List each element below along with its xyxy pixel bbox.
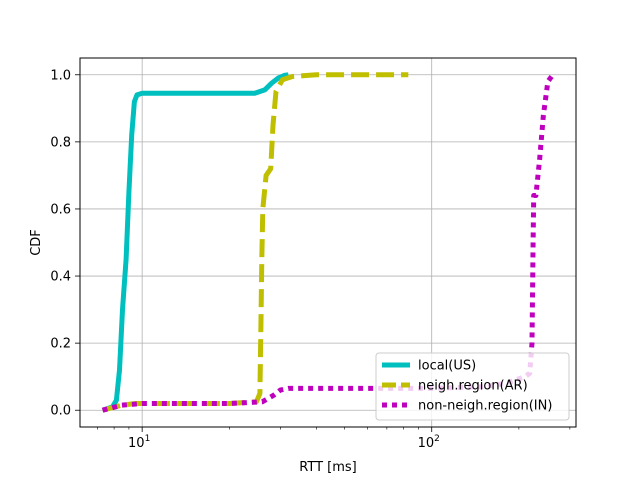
y-tick-label: 0.0 bbox=[50, 404, 71, 419]
series-line-0 bbox=[101, 72, 289, 413]
x-tick-exponent: 1 bbox=[145, 434, 151, 444]
y-tick-label: 1.0 bbox=[50, 68, 71, 83]
legend-label-0: local(US) bbox=[418, 359, 476, 374]
y-tick-label: 0.8 bbox=[50, 135, 71, 150]
series-line-1 bbox=[101, 72, 409, 413]
grid bbox=[80, 58, 576, 427]
y-tick-label: 0.4 bbox=[50, 270, 71, 285]
y-axis-label: CDF bbox=[29, 229, 44, 256]
legend: local(US) neigh.region(AR) non-neigh.regio… bbox=[375, 352, 570, 421]
y-tick-label: 0.6 bbox=[50, 202, 71, 217]
plot-lines bbox=[101, 72, 556, 413]
y-tick-label: 0.2 bbox=[50, 337, 71, 352]
series-line-2 bbox=[101, 72, 556, 413]
x-tick-exponent: 2 bbox=[434, 434, 440, 444]
legend-box bbox=[375, 352, 570, 421]
axes-frame bbox=[79, 57, 577, 428]
legend-label-1: neigh.region(AR) bbox=[418, 379, 528, 394]
legend-label-2: non-neigh.region(IN) bbox=[418, 399, 552, 414]
x-axis-label: RTT [ms] bbox=[299, 460, 356, 475]
